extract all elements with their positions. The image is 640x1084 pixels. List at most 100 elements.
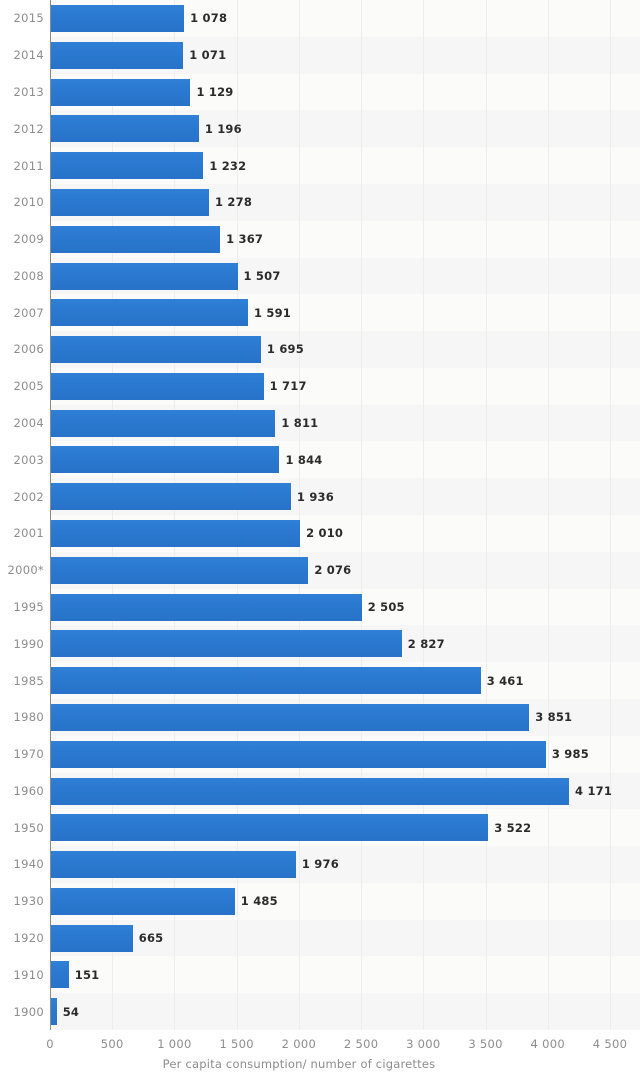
bar[interactable] (50, 446, 280, 474)
y-axis-label: 2000* (7, 563, 44, 578)
bar-row[interactable]: 151 (50, 956, 640, 993)
bar-row[interactable]: 1 811 (50, 405, 640, 442)
y-axis-label: 2009 (13, 232, 44, 247)
bar-value-label: 3 985 (551, 747, 589, 762)
bar-row[interactable]: 1 507 (50, 258, 640, 295)
bar[interactable] (50, 961, 69, 989)
gridline (236, 0, 238, 1030)
bar-value-label: 2 076 (314, 563, 352, 578)
x-axis-tick-label: 2 000 (281, 1037, 317, 1051)
y-axis-label: 2013 (13, 84, 44, 99)
x-axis-tick-label: 4 000 (530, 1037, 565, 1051)
bar[interactable] (50, 115, 199, 143)
x-axis-tick-label: 1 000 (157, 1037, 192, 1051)
bar-row[interactable]: 1 071 (50, 37, 640, 74)
bar-value-label: 1 695 (266, 342, 304, 357)
bar-row[interactable]: 1 078 (50, 0, 640, 37)
y-axis-label: 2010 (13, 195, 44, 210)
y-axis-label: 2007 (13, 305, 44, 320)
bar-row[interactable]: 665 (50, 920, 640, 957)
x-axis-tick-label: 4 500 (592, 1037, 628, 1051)
y-axis-label: 1930 (13, 894, 44, 909)
bar-row[interactable]: 1 278 (50, 184, 640, 221)
bar[interactable] (50, 887, 235, 915)
bar[interactable] (50, 556, 309, 584)
y-axis-label: 1910 (13, 967, 44, 982)
bar-row[interactable]: 1 695 (50, 331, 640, 368)
y-axis-label: 2008 (13, 268, 44, 283)
bar[interactable] (50, 740, 546, 768)
bar-value-label: 151 (74, 967, 100, 982)
y-axis-line (50, 0, 51, 1030)
y-axis-label: 2012 (13, 121, 44, 136)
x-axis-tick-label: 0 (46, 1037, 54, 1051)
bar-row[interactable]: 1 196 (50, 110, 640, 147)
bar[interactable] (50, 483, 291, 511)
bar[interactable] (50, 188, 210, 216)
bar[interactable] (50, 336, 261, 364)
bar-row[interactable]: 3 985 (50, 736, 640, 773)
x-axis-title: Per capita consumption/ number of cigare… (162, 1057, 436, 1071)
bar[interactable] (50, 593, 362, 621)
bar-value-label: 1 591 (253, 305, 291, 320)
bar-row[interactable]: 1 232 (50, 147, 640, 184)
bar-row[interactable]: 4 171 (50, 773, 640, 810)
bar-row[interactable]: 3 851 (50, 699, 640, 736)
gridline (361, 0, 363, 1030)
bar-row[interactable]: 3 461 (50, 662, 640, 699)
bar-row[interactable]: 1 976 (50, 846, 640, 883)
bar-row[interactable]: 3 522 (50, 809, 640, 846)
bar[interactable] (50, 814, 489, 842)
bar-row[interactable]: 1 485 (50, 883, 640, 920)
y-axis-labels: 2015 2014 2013 2012 2011 2010 2009 2008 2007 2006… (0, 0, 44, 1030)
y-axis-label: 2011 (13, 158, 44, 173)
bar[interactable] (50, 851, 296, 879)
bar[interactable] (50, 152, 204, 180)
bar-row[interactable]: 54 (50, 993, 640, 1030)
plot-area: 1 078 1 071 1 129 1 196 1 232 1 278 1 367 1 507… (50, 0, 640, 1030)
bar[interactable] (50, 225, 221, 253)
bar[interactable] (50, 409, 276, 437)
y-axis-label: 2001 (13, 526, 44, 541)
gridline (112, 0, 114, 1030)
bar-value-label: 54 (62, 1004, 80, 1019)
bar[interactable] (50, 667, 481, 695)
y-axis-label: 2015 (13, 11, 44, 26)
bar[interactable] (50, 703, 530, 731)
bar-row[interactable]: 1 717 (50, 368, 640, 405)
bar-row[interactable]: 1 591 (50, 294, 640, 331)
y-axis-label: 2005 (13, 379, 44, 394)
row-band (50, 919, 640, 957)
bar-row[interactable]: 1 129 (50, 74, 640, 111)
bar[interactable] (50, 262, 238, 290)
bar[interactable] (50, 998, 57, 1026)
bar[interactable] (50, 372, 264, 400)
y-axis-label: 1960 (13, 783, 44, 798)
bar-value-label: 1 078 (190, 11, 228, 26)
bar[interactable] (50, 41, 184, 69)
y-axis-label: 2004 (13, 416, 44, 431)
y-axis-label: 2003 (13, 452, 44, 467)
bar-value-label: 2 505 (367, 599, 405, 614)
bar-row[interactable]: 2 827 (50, 625, 640, 662)
bar-value-label: 1 485 (240, 894, 278, 909)
y-axis-label: 1950 (13, 820, 44, 835)
bar-row[interactable]: 1 844 (50, 441, 640, 478)
bar-row[interactable]: 2 505 (50, 589, 640, 626)
bar[interactable] (50, 5, 185, 32)
bar[interactable] (50, 630, 402, 658)
bar-row[interactable]: 1 367 (50, 221, 640, 258)
x-axis-tick-label: 3 500 (468, 1037, 503, 1051)
bar-row[interactable]: 2 076 (50, 552, 640, 589)
bar[interactable] (50, 520, 301, 547)
bar[interactable] (50, 78, 191, 106)
y-axis-label: 1990 (13, 636, 44, 651)
bar-row[interactable]: 2 010 (50, 515, 640, 552)
row-band (50, 993, 640, 1030)
bar-value-label: 1 196 (204, 121, 242, 136)
bar-value-label: 3 851 (535, 710, 573, 725)
bar[interactable] (50, 777, 570, 805)
bar[interactable] (50, 299, 248, 327)
bar[interactable] (50, 924, 133, 952)
bar-row[interactable]: 1 936 (50, 478, 640, 515)
